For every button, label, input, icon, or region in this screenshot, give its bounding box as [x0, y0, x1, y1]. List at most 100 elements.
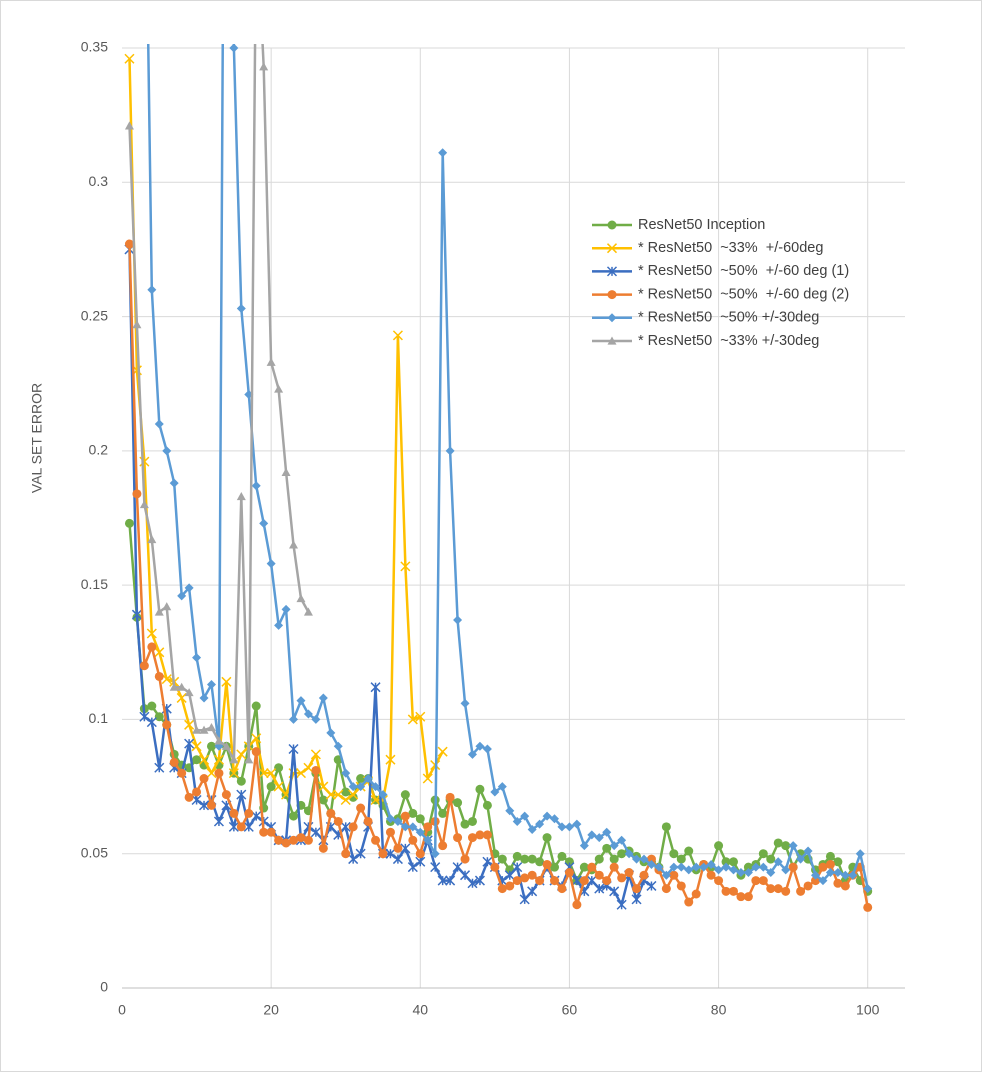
marker — [721, 862, 731, 872]
marker — [624, 849, 634, 859]
marker — [310, 749, 321, 760]
marker — [400, 822, 410, 832]
marker — [512, 816, 522, 826]
y-tick-label: 0.25 — [81, 307, 108, 323]
marker — [132, 489, 142, 499]
marker — [520, 854, 530, 864]
marker — [535, 876, 545, 886]
marker — [407, 862, 418, 873]
marker — [699, 862, 709, 872]
marker — [550, 876, 560, 886]
marker — [609, 862, 619, 872]
marker — [169, 682, 179, 691]
legend-label: * ResNet50 ~33% +/-60deg — [638, 240, 823, 256]
marker — [371, 782, 381, 792]
marker — [606, 266, 618, 277]
marker — [818, 876, 828, 886]
marker — [766, 854, 776, 864]
marker — [438, 148, 448, 158]
marker — [139, 500, 149, 509]
marker — [274, 763, 284, 773]
marker — [535, 819, 545, 829]
marker — [825, 868, 835, 878]
marker — [393, 816, 403, 826]
marker — [661, 822, 671, 832]
marker — [184, 583, 194, 593]
marker — [318, 843, 328, 853]
marker — [310, 827, 321, 838]
marker — [669, 849, 679, 859]
marker — [415, 827, 425, 837]
marker — [221, 676, 232, 687]
marker — [356, 782, 366, 792]
marker — [706, 870, 716, 880]
marker — [169, 757, 179, 767]
marker — [579, 876, 589, 886]
marker — [452, 862, 463, 873]
marker — [415, 814, 425, 824]
marker — [408, 808, 418, 818]
marker — [228, 821, 239, 832]
marker — [192, 653, 202, 663]
marker — [423, 822, 433, 832]
marker — [527, 886, 538, 897]
marker — [258, 768, 269, 779]
marker — [289, 714, 299, 724]
marker — [519, 894, 530, 905]
marker — [363, 774, 373, 784]
marker — [639, 870, 649, 880]
marker — [214, 736, 224, 745]
marker — [758, 862, 768, 872]
marker — [392, 854, 403, 865]
marker — [661, 870, 671, 880]
marker — [274, 835, 284, 845]
marker — [206, 800, 216, 810]
marker — [527, 825, 537, 835]
marker — [266, 782, 276, 792]
marker — [602, 827, 612, 837]
marker — [766, 868, 776, 878]
marker — [632, 884, 642, 894]
marker — [131, 609, 142, 620]
marker — [318, 795, 328, 805]
marker — [594, 870, 604, 880]
marker — [646, 859, 656, 869]
marker — [505, 881, 515, 891]
marker — [460, 819, 470, 829]
marker — [385, 814, 395, 824]
marker — [199, 693, 209, 703]
marker — [341, 849, 351, 859]
marker — [572, 819, 582, 829]
marker — [236, 789, 247, 800]
marker — [162, 720, 172, 730]
marker — [691, 889, 701, 899]
marker — [550, 814, 560, 824]
marker — [311, 765, 321, 775]
marker — [146, 717, 157, 728]
marker — [176, 692, 187, 703]
marker — [572, 900, 582, 910]
marker — [542, 833, 552, 843]
marker — [833, 868, 843, 878]
marker — [236, 304, 246, 314]
marker — [407, 714, 418, 725]
marker — [408, 822, 418, 832]
marker — [482, 830, 492, 840]
marker — [684, 865, 694, 875]
marker — [475, 741, 485, 751]
marker — [467, 816, 477, 826]
marker — [147, 642, 157, 652]
marker — [684, 846, 694, 856]
marker — [288, 743, 299, 755]
marker — [624, 868, 634, 878]
marker — [266, 357, 276, 366]
marker — [721, 886, 731, 896]
marker — [214, 768, 224, 778]
marker — [631, 894, 642, 905]
marker — [751, 862, 761, 872]
marker — [617, 873, 627, 883]
marker — [326, 808, 336, 818]
marker — [430, 862, 441, 873]
marker — [251, 747, 261, 757]
marker — [609, 886, 620, 897]
